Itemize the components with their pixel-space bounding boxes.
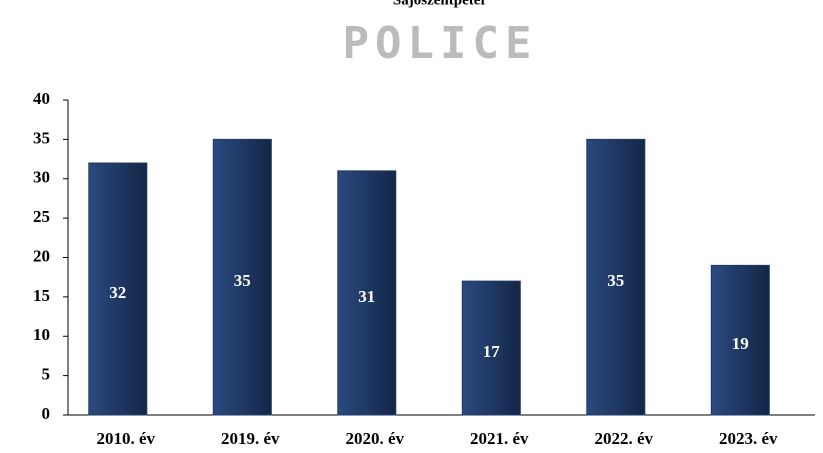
y-tick-label: 35	[33, 128, 50, 147]
y-tick-label: 20	[33, 246, 50, 265]
y-tick-label: 25	[33, 207, 50, 226]
y-tick-label: 40	[33, 89, 50, 108]
chart: POLICE Sajószentpéter 0 5 10 15 20 25 30 35 40 20…	[0, 0, 823, 453]
y-tick-label: 10	[33, 325, 50, 344]
data-label: 19	[732, 334, 749, 353]
x-tick-label: 2021. év	[470, 429, 529, 448]
chart-title: Sajószentpéter	[393, 0, 487, 8]
data-label: 35	[607, 271, 624, 290]
data-label: 35	[234, 271, 251, 290]
data-label: 31	[358, 287, 375, 306]
watermark: POLICE	[343, 18, 538, 69]
x-tick-label: 2020. év	[346, 429, 405, 448]
y-tick-label: 5	[42, 365, 51, 384]
x-tick-label: 2019. év	[221, 429, 280, 448]
data-label: 32	[109, 283, 126, 302]
y-tick-label: 30	[33, 168, 50, 187]
x-tick-label: 2023. év	[719, 429, 778, 448]
x-tick-label: 2010. év	[97, 429, 156, 448]
x-tick-label: 2022. év	[595, 429, 654, 448]
data-label: 17	[483, 342, 501, 361]
y-tick-label: 15	[33, 286, 50, 305]
y-tick-label: 0	[42, 404, 51, 423]
